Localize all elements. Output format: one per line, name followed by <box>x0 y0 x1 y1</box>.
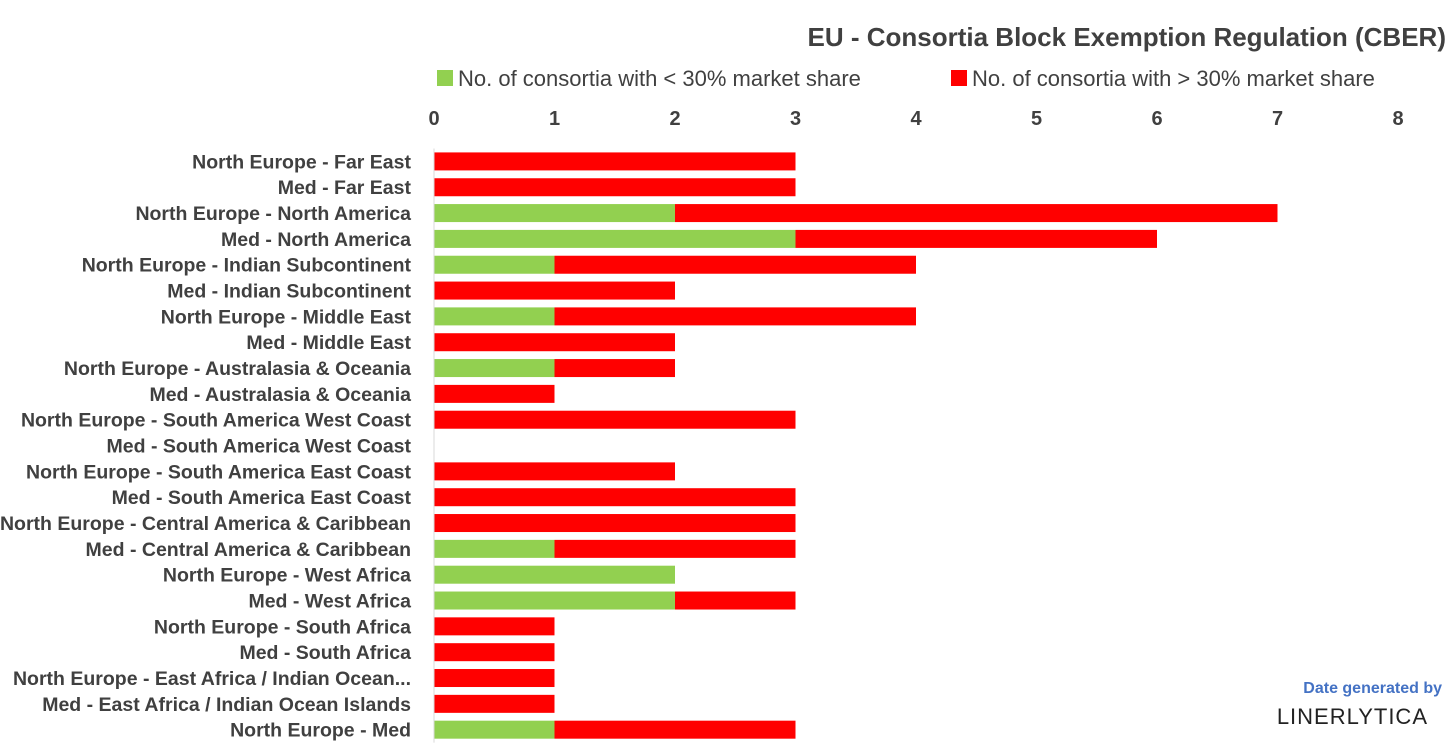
x-tick-1: 1 <box>549 108 560 130</box>
category-labels: North Europe - Far East Med - Far East Nor… <box>0 151 412 741</box>
legend-item-below-30: No. of consortia with < 30% market share <box>437 66 861 91</box>
bar-above-30-1 <box>434 178 796 197</box>
credit: Date generated by LINERLYTICA <box>1277 680 1442 729</box>
legend-swatch-below-30 <box>437 70 453 86</box>
x-axis-ticks: 0 1 2 3 4 5 6 7 8 <box>428 108 1403 130</box>
bar-above-30-7 <box>434 333 675 352</box>
x-tick-3: 3 <box>790 108 801 130</box>
category-label-4: North Europe - Indian Subcontinent <box>82 255 412 277</box>
category-label-1: Med - Far East <box>278 177 412 199</box>
category-label-0: North Europe - Far East <box>192 151 411 173</box>
credit-caption: Date generated by <box>1303 680 1442 697</box>
bar-above-30-20 <box>434 669 555 688</box>
bar-below-30-2 <box>434 204 675 223</box>
category-label-20: North Europe - East Africa / Indian Ocea… <box>13 668 411 690</box>
category-label-14: North Europe - Central America & Caribbe… <box>0 513 411 535</box>
legend-swatch-above-30 <box>951 70 967 86</box>
x-tick-4: 4 <box>910 108 922 130</box>
category-label-13: Med - South America East Coast <box>112 487 412 509</box>
bar-above-30-14 <box>434 514 796 533</box>
category-label-9: Med - Australasia & Oceania <box>149 384 411 406</box>
bar-above-30-10 <box>434 410 796 429</box>
category-label-11: Med - South America West Coast <box>107 436 412 458</box>
category-label-15: Med - Central America & Caribbean <box>86 539 411 561</box>
category-label-12: North Europe - South America East Coast <box>26 461 412 483</box>
bars <box>434 152 1278 739</box>
category-label-19: Med - South Africa <box>239 642 411 664</box>
bar-above-30-13 <box>434 488 796 507</box>
bar-above-30-6 <box>554 307 916 326</box>
bar-above-30-8 <box>554 359 675 378</box>
bar-below-30-8 <box>434 359 555 378</box>
bar-above-30-9 <box>434 384 555 403</box>
category-label-2: North Europe - North America <box>135 203 411 225</box>
bar-above-30-12 <box>434 462 675 481</box>
bar-below-30-6 <box>434 307 555 326</box>
bar-below-30-17 <box>434 591 675 610</box>
bar-above-30-21 <box>434 694 555 713</box>
category-label-7: Med - Middle East <box>246 332 411 354</box>
bar-below-30-22 <box>434 720 555 739</box>
bar-below-30-16 <box>434 565 675 584</box>
legend: No. of consortia with < 30% market share… <box>437 66 1375 91</box>
x-tick-6: 6 <box>1151 108 1162 130</box>
x-tick-7: 7 <box>1272 108 1283 130</box>
bar-below-30-4 <box>434 255 555 274</box>
credit-brand: LINERLYTICA <box>1277 704 1428 729</box>
category-label-8: North Europe - Australasia & Oceania <box>64 358 411 380</box>
bar-above-30-0 <box>434 152 796 171</box>
category-label-10: North Europe - South America West Coast <box>21 410 412 432</box>
bar-above-30-5 <box>434 281 675 300</box>
legend-item-above-30: No. of consortia with > 30% market share <box>951 66 1375 91</box>
category-label-17: Med - West Africa <box>248 591 411 613</box>
bar-above-30-3 <box>795 229 1157 248</box>
x-tick-8: 8 <box>1392 108 1403 130</box>
category-label-21: Med - East Africa / Indian Ocean Islands <box>42 694 411 716</box>
bar-below-30-3 <box>434 229 796 248</box>
x-tick-2: 2 <box>669 108 680 130</box>
bar-above-30-19 <box>434 643 555 662</box>
bar-above-30-2 <box>675 204 1278 223</box>
bar-above-30-17 <box>675 591 796 610</box>
bar-above-30-22 <box>554 720 796 739</box>
x-tick-5: 5 <box>1031 108 1042 130</box>
legend-label-above-30: No. of consortia with > 30% market share <box>972 66 1375 91</box>
chart-title: EU - Consortia Block Exemption Regulatio… <box>808 22 1447 52</box>
category-label-18: North Europe - South Africa <box>154 616 411 638</box>
bar-above-30-18 <box>434 617 555 636</box>
legend-label-below-30: No. of consortia with < 30% market share <box>458 66 861 91</box>
bar-below-30-15 <box>434 539 555 558</box>
bar-above-30-15 <box>554 539 796 558</box>
category-label-3: Med - North America <box>221 229 411 251</box>
category-label-6: North Europe - Middle East <box>161 306 412 328</box>
bar-above-30-4 <box>554 255 916 274</box>
category-label-5: Med - Indian Subcontinent <box>167 281 411 303</box>
x-tick-0: 0 <box>428 108 439 130</box>
category-label-22: North Europe - Med <box>230 720 411 742</box>
category-label-16: North Europe - West Africa <box>163 565 411 587</box>
